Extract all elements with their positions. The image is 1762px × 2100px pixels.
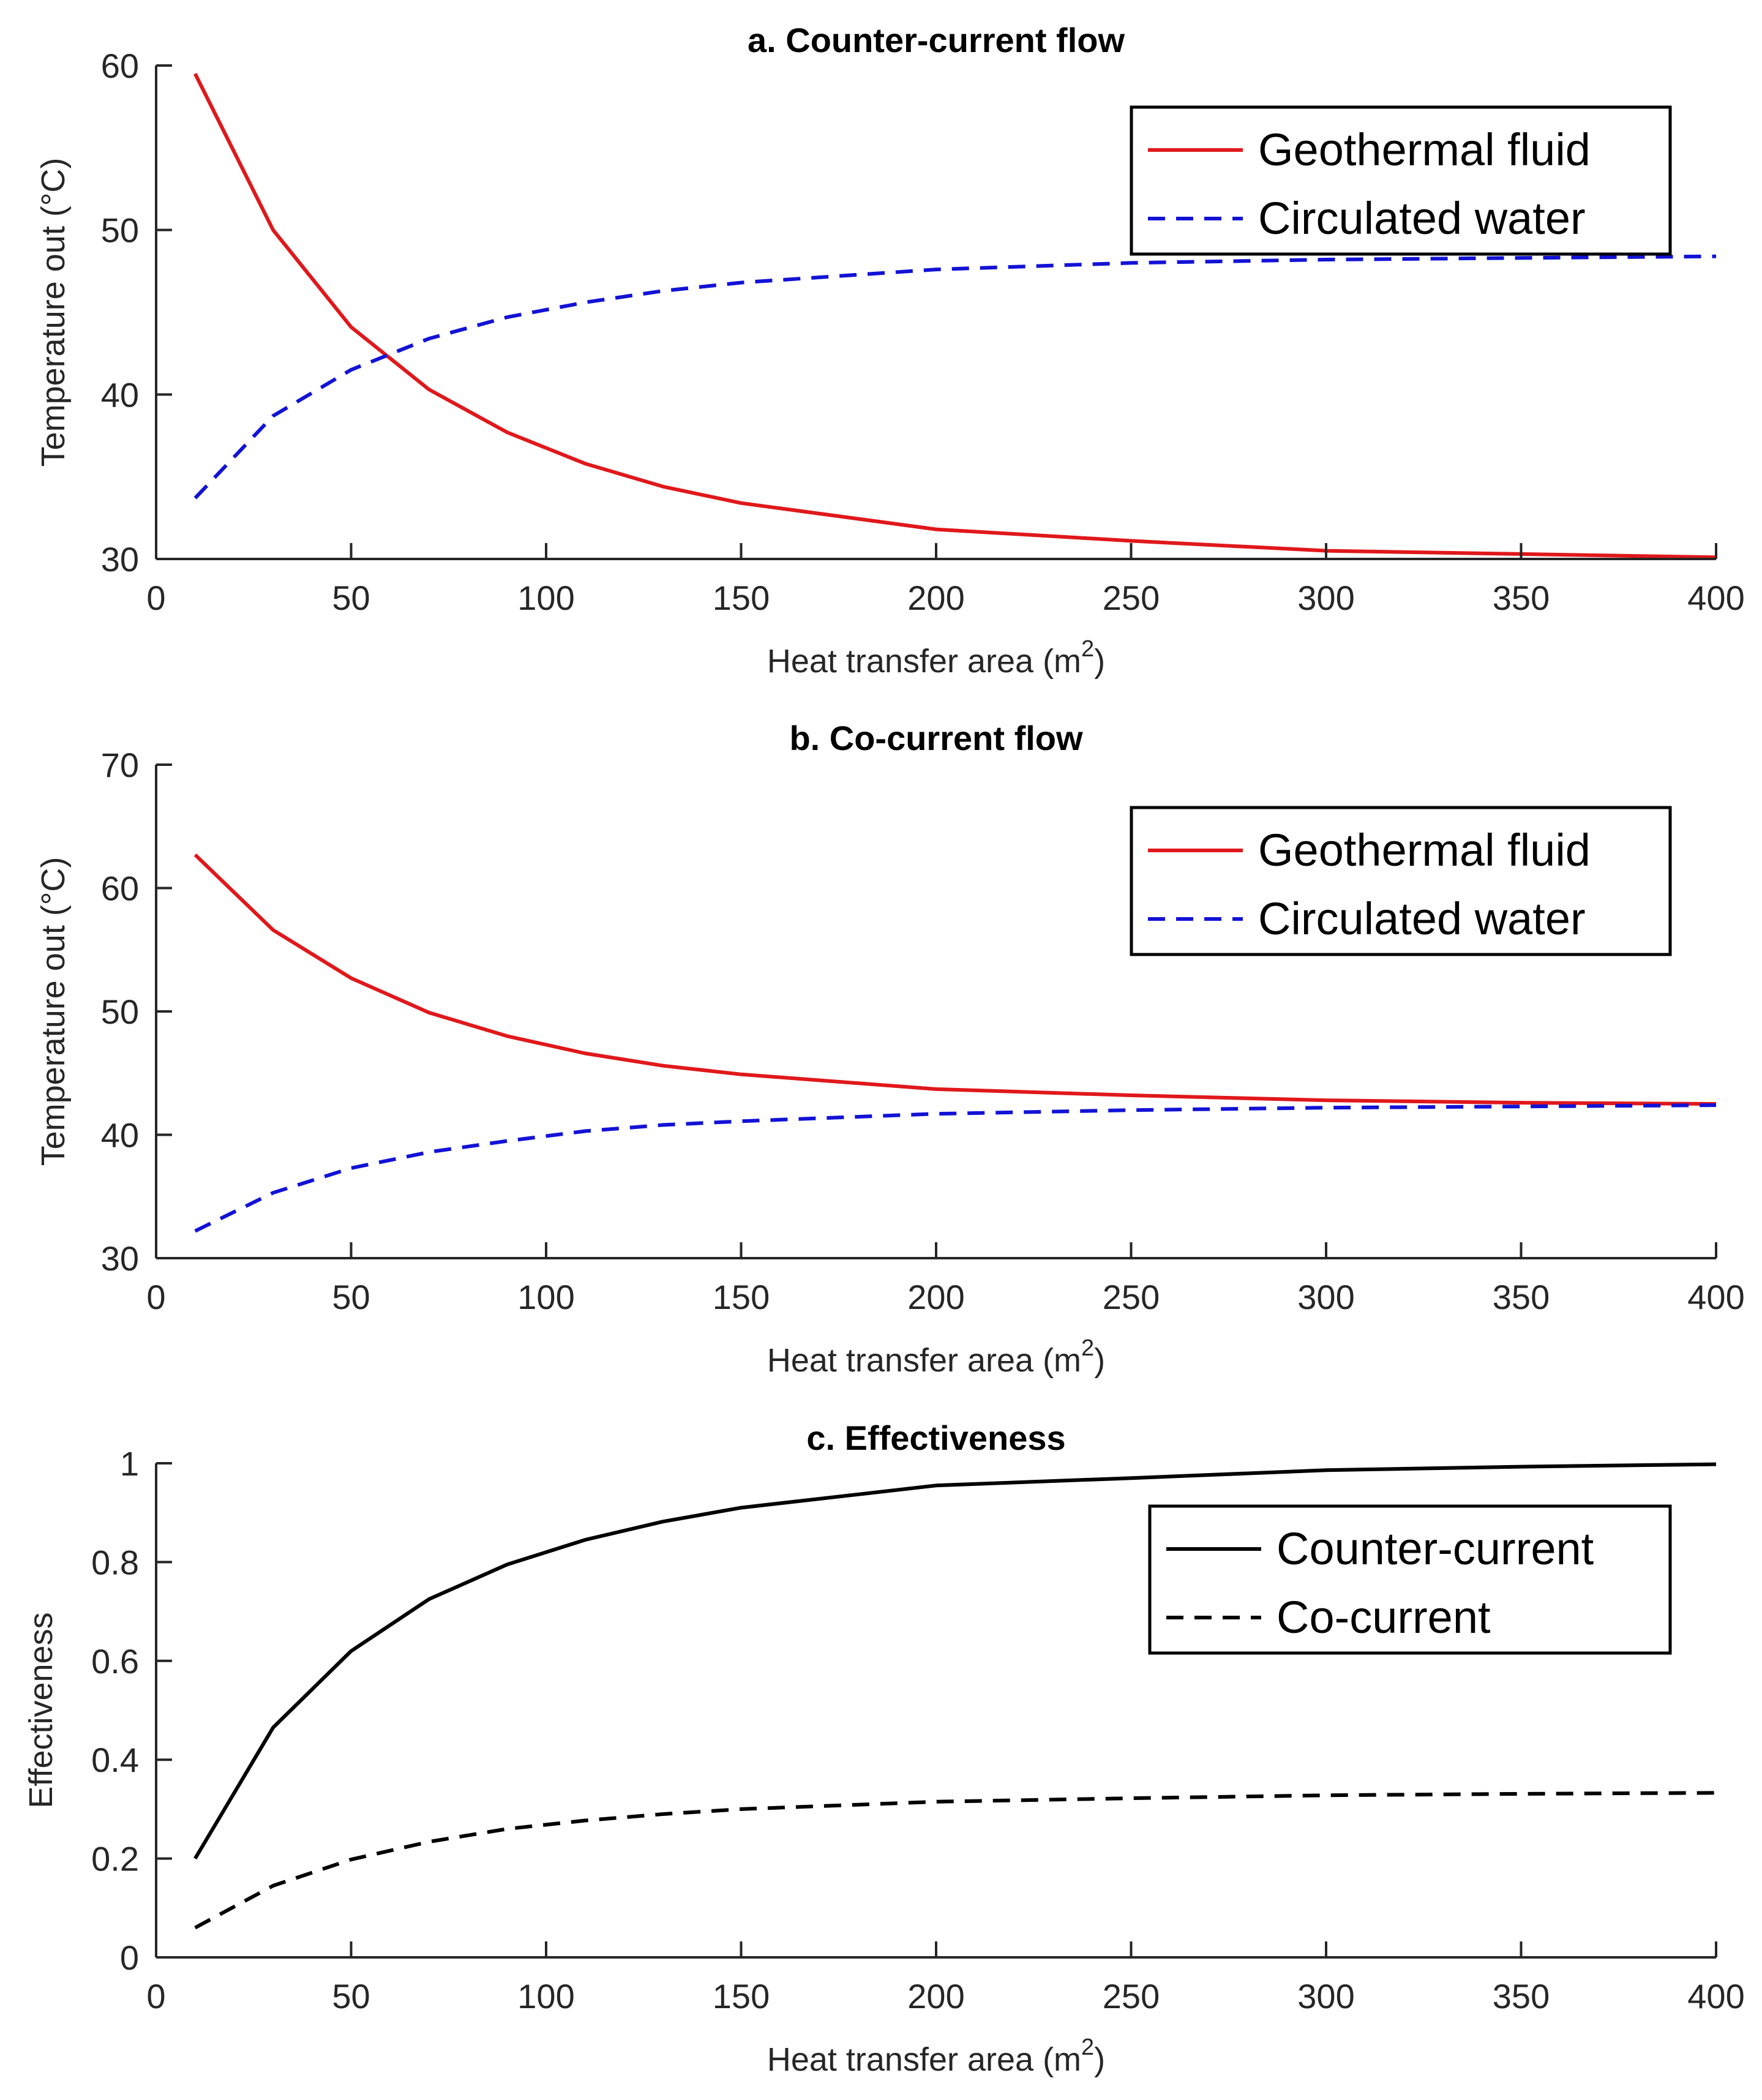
y-tick-label: 0.8 bbox=[91, 1543, 139, 1581]
legend-label: Geothermal fluid bbox=[1258, 825, 1591, 876]
series-line-co-current bbox=[194, 1791, 1717, 1930]
x-tick-label: 250 bbox=[1103, 1278, 1160, 1316]
x-tick-label: 350 bbox=[1493, 1278, 1550, 1316]
x-tick-label: 150 bbox=[713, 579, 770, 617]
legend-label: Circulated water bbox=[1258, 193, 1586, 244]
x-tick-label: 0 bbox=[146, 1977, 165, 2016]
series-line-circulated-water bbox=[193, 254, 1717, 500]
chart-title: c. Effectiveness bbox=[806, 1419, 1065, 1457]
y-axis-label: Temperature out (°C) bbox=[35, 158, 72, 467]
y-tick-label: 60 bbox=[101, 47, 139, 85]
x-axis-label: Heat transfer area (m2) bbox=[767, 636, 1105, 680]
x-tick-label: 100 bbox=[517, 1977, 574, 2016]
x-tick-label: 50 bbox=[332, 1278, 370, 1316]
x-tick-label: 250 bbox=[1103, 1977, 1160, 2016]
y-tick-label: 70 bbox=[101, 746, 139, 784]
y-tick-label: 40 bbox=[101, 375, 139, 414]
x-tick-label: 400 bbox=[1687, 1977, 1744, 2016]
x-tick-label: 350 bbox=[1493, 579, 1550, 617]
legend: Geothermal fluid Circulated water bbox=[1130, 806, 1672, 956]
legend-box bbox=[1148, 1504, 1672, 1655]
x-tick-label: 250 bbox=[1103, 579, 1160, 617]
y-tick-label: 60 bbox=[101, 869, 139, 908]
x-tick-label: 50 bbox=[332, 1977, 370, 2016]
x-tick-label: 400 bbox=[1687, 579, 1744, 617]
series-line-geothermal-fluid bbox=[193, 853, 1717, 1106]
y-axis-label: Temperature out (°C) bbox=[35, 857, 72, 1166]
legend-label: Circulated water bbox=[1258, 893, 1586, 944]
legend: Counter-current Co-current bbox=[1148, 1504, 1672, 1655]
x-tick-label: 300 bbox=[1297, 1977, 1354, 2016]
chart-panel-2: b. Co-current flow 0 50 100 150 200 250 300 350 4… bbox=[35, 719, 1745, 1379]
legend-box bbox=[1130, 105, 1672, 256]
legend-label: Co-current bbox=[1277, 1592, 1491, 1643]
chart-title: a. Counter-current flow bbox=[748, 21, 1125, 59]
y-tick-label: 0 bbox=[120, 1938, 139, 1977]
x-tick-label: 150 bbox=[713, 1977, 770, 2016]
y-axis-label: Effectiveness bbox=[23, 1612, 59, 1808]
x-tick-label: 200 bbox=[907, 1278, 964, 1316]
x-tick-label: 100 bbox=[517, 579, 574, 617]
legend-label: Counter-current bbox=[1277, 1523, 1594, 1574]
chart-panel-3: c. Effectiveness 0 50 100 150 200 250 300 350 400… bbox=[23, 1419, 1745, 2078]
y-tick-label: 1 bbox=[120, 1444, 139, 1483]
x-tick-label: 350 bbox=[1493, 1977, 1550, 2016]
x-tick-label: 400 bbox=[1687, 1278, 1744, 1316]
x-tick-label: 300 bbox=[1297, 1278, 1354, 1316]
y-tick-label: 0.6 bbox=[91, 1642, 139, 1681]
legend-label: Geothermal fluid bbox=[1258, 124, 1591, 175]
y-tick-label: 0.4 bbox=[91, 1741, 139, 1779]
y-tick-label: 0.2 bbox=[91, 1840, 139, 1878]
x-tick-label: 0 bbox=[146, 579, 165, 617]
y-tick-label: 50 bbox=[101, 992, 139, 1031]
x-tick-label: 0 bbox=[146, 1278, 165, 1316]
chart-title: b. Co-current flow bbox=[789, 719, 1083, 757]
y-tick-label: 30 bbox=[101, 1239, 139, 1278]
series-line-circulated-water bbox=[194, 1103, 1717, 1233]
chart-panel-1: a. Counter-current flow 0 50 100 150 200 250 30… bbox=[35, 21, 1745, 680]
x-tick-label: 300 bbox=[1297, 579, 1354, 617]
x-tick-label: 50 bbox=[332, 579, 370, 617]
x-tick-label: 200 bbox=[907, 1977, 964, 2016]
y-tick-label: 50 bbox=[101, 211, 139, 250]
legend: Geothermal fluid Circulated water bbox=[1130, 105, 1672, 256]
y-tick-label: 30 bbox=[101, 540, 139, 579]
x-axis-label: Heat transfer area (m2) bbox=[767, 1335, 1105, 1379]
x-axis-label: Heat transfer area (m2) bbox=[767, 2034, 1105, 2078]
x-tick-label: 150 bbox=[713, 1278, 770, 1316]
series-line-counter-current bbox=[193, 1462, 1717, 1860]
x-tick-label: 200 bbox=[907, 579, 964, 617]
x-tick-label: 100 bbox=[517, 1278, 574, 1316]
y-tick-label: 40 bbox=[101, 1116, 139, 1155]
legend-box bbox=[1130, 806, 1672, 956]
